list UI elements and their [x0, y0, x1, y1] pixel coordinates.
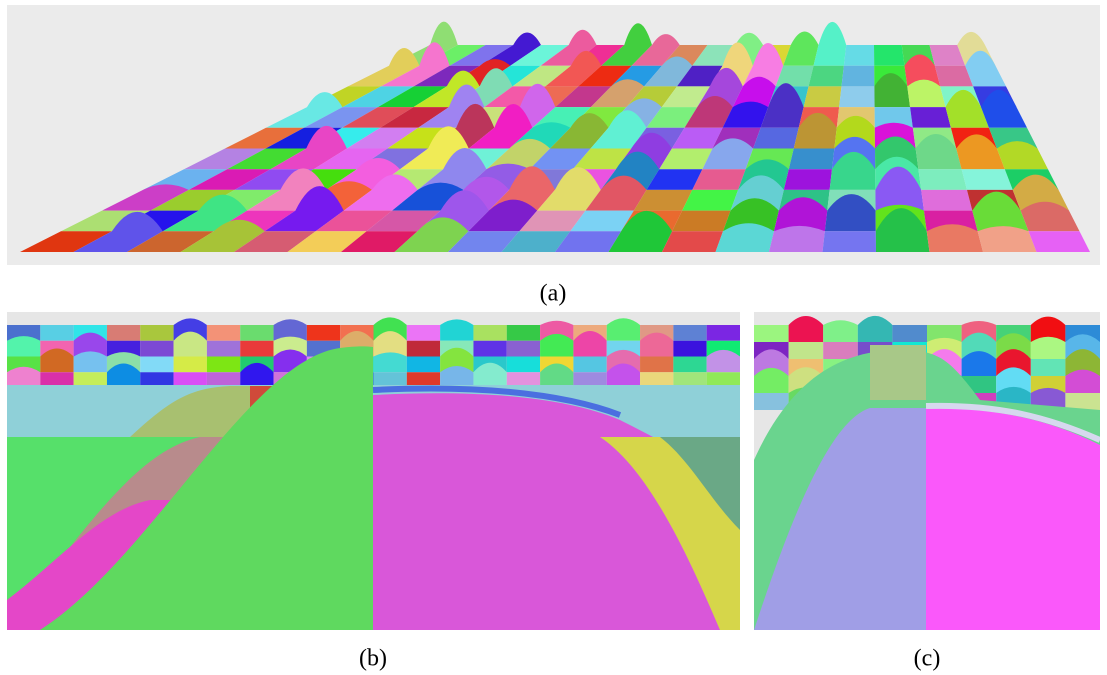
tile — [672, 211, 730, 232]
tile — [507, 325, 540, 341]
tile — [207, 325, 240, 341]
tile — [754, 325, 789, 342]
tile — [374, 352, 407, 372]
tile — [844, 45, 874, 66]
tile — [892, 325, 927, 342]
tile — [673, 341, 706, 357]
tile — [1065, 393, 1100, 410]
tile — [809, 66, 844, 87]
tile — [921, 190, 972, 211]
tile — [407, 357, 440, 373]
tile — [240, 341, 273, 357]
tile — [673, 325, 706, 341]
tile — [7, 336, 40, 356]
tile — [240, 325, 273, 341]
tile — [174, 357, 207, 373]
tile — [407, 341, 440, 357]
tile — [823, 231, 877, 252]
tile — [473, 341, 506, 357]
tile — [804, 86, 842, 107]
tile — [307, 325, 340, 341]
tile — [839, 86, 874, 107]
caption: (a) — [540, 281, 567, 307]
tile — [473, 325, 506, 341]
tile — [40, 325, 73, 341]
tile — [918, 169, 967, 190]
tile — [753, 128, 799, 149]
tile — [823, 342, 858, 359]
tile — [910, 107, 951, 128]
tile — [407, 325, 440, 341]
tile — [540, 334, 573, 357]
tile — [1029, 231, 1090, 252]
tile — [507, 357, 540, 373]
tile — [440, 319, 473, 340]
tile — [784, 169, 832, 190]
tile — [140, 325, 173, 341]
tile — [823, 320, 858, 342]
tile — [640, 357, 673, 373]
tile — [440, 366, 473, 388]
hill-top — [870, 345, 926, 400]
tile — [1031, 359, 1066, 376]
tile — [74, 351, 107, 372]
tile — [207, 357, 240, 373]
tile — [107, 325, 140, 341]
tile — [707, 325, 740, 341]
tile — [874, 45, 905, 66]
tile — [140, 341, 173, 357]
tile — [662, 231, 723, 252]
tile — [607, 318, 640, 340]
tile — [207, 341, 240, 357]
tile — [707, 350, 740, 372]
tile — [1065, 370, 1100, 393]
caption: (b) — [359, 646, 387, 672]
tile — [1031, 337, 1066, 359]
tile — [789, 342, 824, 359]
tile — [7, 367, 40, 388]
figure: (a) (b) (c) — [0, 0, 1107, 675]
tile — [962, 169, 1013, 190]
magenta-plane — [926, 408, 1100, 630]
panel-b-far-tiles — [7, 317, 740, 388]
tile — [573, 357, 606, 373]
tile — [842, 66, 875, 87]
tile — [140, 357, 173, 373]
tile — [789, 149, 835, 170]
tile — [754, 393, 789, 410]
panel-b — [7, 312, 740, 630]
caption: (c) — [914, 646, 941, 672]
tile — [507, 341, 540, 357]
panel-c — [754, 312, 1100, 630]
tile — [673, 357, 706, 373]
